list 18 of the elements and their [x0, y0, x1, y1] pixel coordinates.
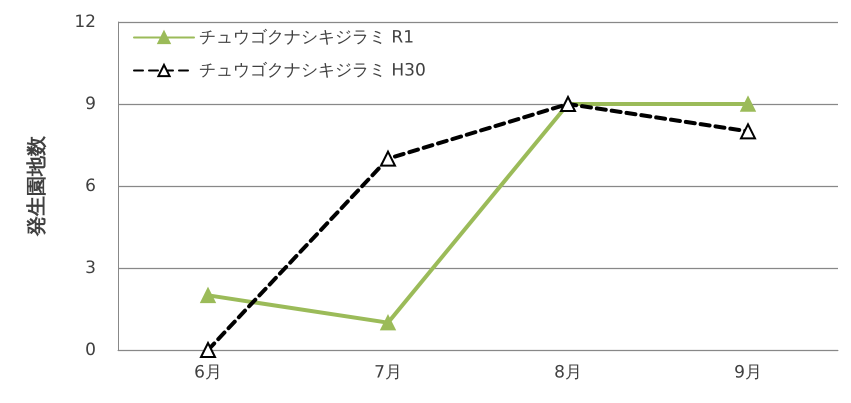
legend-label: チュウゴクナシキジラミ R1 — [199, 28, 414, 48]
point — [740, 96, 756, 112]
x-tick-label: 7月 — [374, 362, 402, 382]
y-tick-label: 0 — [85, 340, 96, 360]
x-tick-label: 8月 — [554, 362, 582, 382]
point — [200, 342, 216, 358]
x-tick-label: 9月 — [734, 362, 762, 382]
y-tick-label: 9 — [85, 94, 96, 114]
y-tick-label: 6 — [85, 176, 96, 196]
y-tick-label: 3 — [85, 258, 96, 278]
y-axis-title: 発生園地数 — [24, 135, 48, 237]
y-tick-label: 12 — [74, 12, 96, 32]
x-tick-label: 6月 — [194, 362, 222, 382]
legend-label: チュウゴクナシキジラミ H30 — [199, 60, 426, 80]
point — [380, 314, 396, 330]
point — [380, 150, 396, 167]
point — [740, 123, 756, 140]
point — [200, 288, 216, 304]
